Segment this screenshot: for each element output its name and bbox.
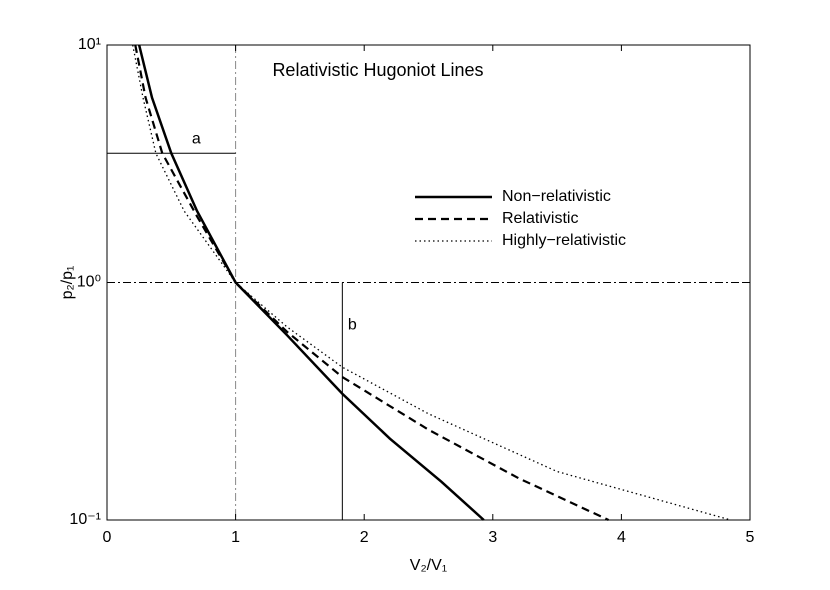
legend-label: Relativistic (502, 210, 578, 227)
annotation-label: a (192, 131, 201, 148)
chart-title: Relativistic Hugoniot Lines (272, 60, 483, 80)
x-tick-label: 2 (360, 529, 369, 546)
x-tick-label: 3 (488, 529, 497, 546)
line-series (134, 44, 610, 521)
x-tick-label: 1 (231, 529, 240, 546)
y-tick-label: 10¹ (78, 36, 101, 53)
y-tick-label: 10⁻¹ (69, 511, 101, 528)
legend-label: Highly−relativistic (502, 232, 626, 249)
legend-label: Non−relativistic (502, 188, 611, 205)
annotation-label: b (348, 317, 357, 334)
line-series (137, 44, 485, 521)
x-tick-label: 4 (617, 529, 626, 546)
x-tick-label: 5 (746, 529, 755, 546)
y-tick-label: 10⁰ (77, 274, 101, 291)
line-series (132, 44, 731, 521)
x-tick-label: 0 (103, 529, 112, 546)
y-axis-label: p₂/p₁ (59, 266, 76, 300)
x-axis-label: V₂/V₁ (410, 557, 447, 574)
